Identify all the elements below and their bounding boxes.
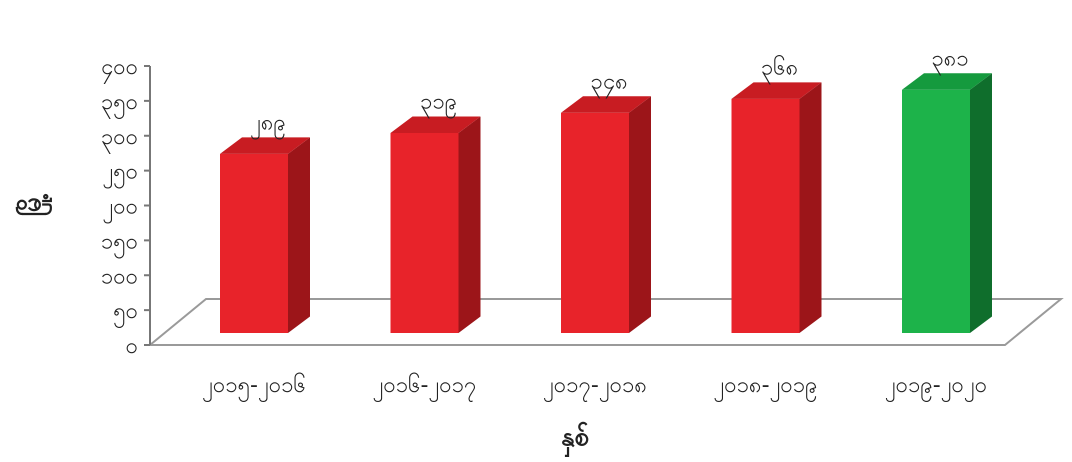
- category-label: ၂၀၁၇-၂၀၁၈: [543, 373, 647, 402]
- data-label: ၃၆၈: [761, 54, 798, 84]
- bar-front: [390, 132, 459, 333]
- y-tick-label: ၄၀၀: [101, 55, 138, 84]
- x-axis-title: နှစ်: [561, 421, 589, 457]
- y-tick-label: ၅၀: [113, 299, 138, 328]
- bar: [561, 96, 651, 334]
- bar-top: [731, 82, 822, 99]
- bar-side: [799, 82, 822, 333]
- bar-side: [629, 96, 651, 334]
- bar-side: [288, 137, 310, 333]
- y-tick-label: ၀: [126, 334, 138, 359]
- y-axis: ၀ ၅၀ ၁၀၀ ၁၅၀ ၂၀၀ ၂၅၀ ၃၀၀ ၃၅၀ ၄၀၀: [101, 55, 151, 359]
- bar-top: [390, 116, 481, 133]
- bar-top: [902, 73, 992, 90]
- bar-top: [220, 137, 310, 154]
- bar-front: [561, 112, 629, 334]
- y-tick-label: ၂၅၀: [102, 160, 138, 189]
- category-label: ၂၀၁၈-၂၀၁၉: [714, 373, 818, 402]
- y-axis-title: မြို့: [14, 193, 53, 216]
- bar-front: [731, 98, 800, 333]
- bar-side: [458, 116, 481, 333]
- bar-front: [902, 89, 970, 333]
- y-tick-label: ၃၅၀: [101, 90, 138, 119]
- y-tick-label: ၃၀၀: [101, 125, 138, 154]
- bar: [220, 137, 310, 333]
- y-tick-label: ၁၅၀: [101, 229, 138, 258]
- bar: [390, 116, 481, 333]
- y-tick-label: ၁၀၀: [101, 264, 138, 289]
- data-label: ၃၈၁: [931, 46, 968, 75]
- bars: [220, 73, 992, 334]
- data-label: ၃၁၉: [420, 89, 457, 118]
- category-label: ၂၀၁၆-၂၀၁၇: [373, 372, 477, 402]
- y-tick-label: ၂၀၀: [102, 195, 138, 224]
- data-label: ၂၈၉: [250, 110, 286, 139]
- data-label: ၃၄၈: [590, 69, 627, 98]
- bar: [902, 73, 992, 333]
- category-label: ၂၀၁၉-၂၀၂၀: [885, 373, 987, 402]
- bar: [731, 82, 822, 333]
- category-label: ၂၀၁၅-၂၀၁၆: [202, 372, 306, 402]
- bar-side: [970, 73, 992, 333]
- bar-front: [220, 153, 288, 333]
- bar-top: [561, 96, 651, 113]
